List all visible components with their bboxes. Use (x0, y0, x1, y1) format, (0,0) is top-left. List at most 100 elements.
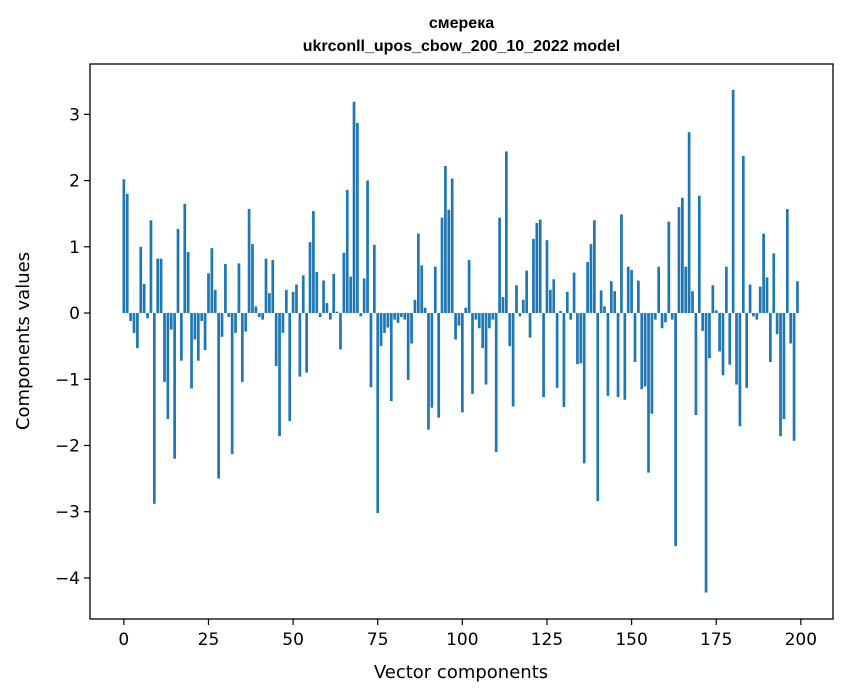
bar-18 (183, 203, 187, 314)
bar-173 (708, 313, 711, 359)
bar-120 (528, 313, 532, 338)
bar-125 (545, 240, 549, 314)
bar-149 (626, 266, 630, 314)
bar-138 (589, 244, 593, 314)
bar-109 (491, 313, 495, 320)
bar-162 (670, 313, 674, 320)
bar-81 (396, 313, 400, 323)
bar-40 (257, 313, 261, 317)
bar-176 (718, 313, 721, 352)
bar-106 (481, 313, 485, 349)
y-axis-label: Components values (13, 252, 34, 430)
x-tick-label: 125 (531, 630, 563, 650)
bar-118 (521, 299, 525, 314)
bar-33 (234, 313, 237, 333)
bar-13 (166, 313, 170, 419)
bar-154 (643, 313, 647, 387)
bar-112 (501, 297, 505, 314)
bar-113 (505, 151, 508, 314)
bar-42 (264, 258, 268, 314)
bar-65 (342, 252, 346, 314)
bar-76 (379, 313, 383, 347)
bar-31 (227, 313, 231, 317)
x-tick-label: 25 (198, 630, 220, 650)
bar-167 (687, 132, 691, 314)
bar-89 (423, 307, 427, 314)
bar-10 (156, 258, 160, 314)
bar-29 (220, 313, 224, 337)
bar-129 (559, 311, 562, 314)
bar-101 (464, 307, 468, 314)
bar-41 (261, 313, 264, 320)
bar-143 (606, 313, 610, 396)
bar-127 (552, 279, 556, 314)
bar-15 (173, 313, 176, 459)
bar-78 (386, 313, 390, 328)
bar-105 (477, 313, 481, 329)
bar-79 (389, 313, 393, 402)
bar-46 (278, 313, 281, 437)
bar-36 (244, 313, 248, 332)
bar-172 (704, 313, 708, 593)
bar-153 (640, 313, 644, 390)
bar-75 (376, 313, 380, 514)
bar-17 (180, 313, 183, 361)
bar-139 (593, 220, 596, 314)
plot-frame (89, 63, 834, 620)
y-tick-label: 3 (69, 105, 80, 125)
bar-175 (714, 310, 718, 314)
bar-71 (362, 278, 366, 314)
bar-189 (762, 233, 765, 314)
bar-183 (741, 156, 745, 314)
bar-37 (247, 209, 251, 314)
bar-137 (586, 262, 589, 314)
bar-160 (664, 313, 667, 323)
bar-163 (674, 313, 677, 547)
bar-91 (430, 313, 434, 408)
bar-95 (444, 165, 447, 314)
bar-86 (413, 299, 417, 314)
bar-11 (159, 258, 163, 314)
bar-170 (697, 195, 701, 314)
bar-98 (454, 313, 457, 340)
bar-45 (274, 313, 278, 366)
bar-8 (149, 220, 153, 314)
bar-135 (579, 313, 583, 364)
bar-142 (603, 306, 606, 314)
bar-54 (305, 313, 308, 373)
bar-168 (691, 291, 694, 314)
bar-122 (535, 222, 539, 314)
bar-88 (420, 265, 424, 314)
bar-132 (569, 313, 573, 320)
bar-14 (169, 313, 173, 330)
bar-124 (542, 313, 545, 398)
bar-90 (427, 313, 430, 430)
bar-161 (667, 221, 671, 314)
bar-188 (758, 286, 762, 314)
bar-3 (132, 313, 136, 333)
bar-187 (755, 313, 759, 320)
bar-199 (796, 281, 799, 314)
bar-0 (122, 179, 126, 314)
bar-133 (572, 272, 576, 314)
bar-144 (609, 281, 613, 314)
bar-61 (328, 313, 332, 320)
bar-96 (447, 209, 451, 314)
bar-121 (532, 238, 535, 314)
x-tick-label: 100 (446, 630, 478, 650)
bar-93 (437, 313, 441, 418)
bar-70 (359, 313, 363, 317)
bar-134 (576, 313, 579, 365)
bar-111 (498, 217, 501, 314)
bar-38 (251, 244, 254, 314)
bar-51 (295, 284, 298, 314)
bar-179 (728, 313, 732, 365)
bar-23 (200, 313, 204, 321)
bar-108 (488, 313, 491, 329)
bar-193 (775, 313, 779, 335)
bar-73 (369, 313, 373, 388)
y-axis-ticks: −4 −3 −2 −1 0 1 2 3 (55, 105, 90, 589)
bar-182 (738, 313, 742, 427)
bar-181 (735, 313, 738, 385)
bar-126 (549, 289, 552, 314)
